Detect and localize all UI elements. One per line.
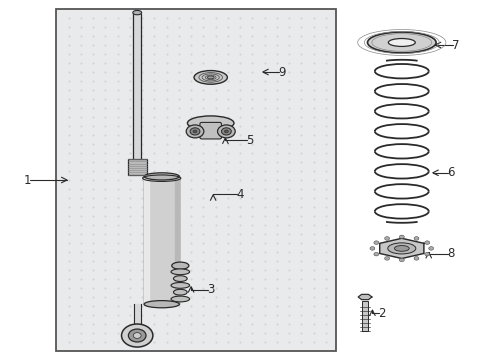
Ellipse shape: [172, 262, 189, 269]
Ellipse shape: [144, 173, 179, 180]
Circle shape: [399, 235, 404, 239]
Circle shape: [224, 130, 228, 133]
Ellipse shape: [173, 276, 187, 282]
Circle shape: [385, 237, 390, 240]
Circle shape: [374, 252, 379, 256]
Ellipse shape: [171, 283, 190, 288]
Text: 1: 1: [23, 174, 31, 186]
Text: 7: 7: [452, 39, 460, 51]
Text: 6: 6: [447, 166, 455, 179]
Ellipse shape: [194, 71, 227, 84]
Ellipse shape: [171, 296, 190, 302]
Circle shape: [414, 257, 419, 260]
Circle shape: [221, 128, 231, 135]
Text: 4: 4: [236, 188, 244, 201]
Ellipse shape: [144, 301, 179, 308]
FancyBboxPatch shape: [200, 122, 221, 139]
Circle shape: [425, 241, 430, 244]
Circle shape: [429, 247, 434, 250]
Text: 5: 5: [246, 134, 254, 147]
Text: 9: 9: [278, 66, 286, 78]
Circle shape: [425, 252, 430, 256]
Circle shape: [122, 324, 153, 347]
Text: 8: 8: [447, 247, 455, 260]
Circle shape: [133, 333, 141, 338]
Circle shape: [374, 241, 379, 244]
Circle shape: [186, 125, 204, 138]
Circle shape: [193, 130, 197, 133]
Ellipse shape: [171, 269, 190, 275]
Circle shape: [128, 329, 146, 342]
Bar: [174, 265, 186, 272]
Circle shape: [218, 125, 235, 138]
Ellipse shape: [394, 246, 409, 251]
Circle shape: [399, 258, 404, 262]
Ellipse shape: [173, 289, 187, 295]
Circle shape: [370, 247, 375, 250]
Text: 3: 3: [207, 283, 215, 296]
Circle shape: [414, 237, 419, 240]
Ellipse shape: [368, 32, 436, 53]
Bar: [144, 176, 179, 304]
Ellipse shape: [388, 39, 415, 46]
Bar: [362, 301, 368, 331]
Text: 2: 2: [378, 307, 386, 320]
Polygon shape: [358, 294, 372, 300]
Circle shape: [190, 128, 200, 135]
Polygon shape: [380, 238, 424, 258]
Bar: [56, 9, 336, 351]
Ellipse shape: [207, 76, 214, 79]
Circle shape: [385, 257, 390, 260]
Bar: [128, 159, 147, 175]
Ellipse shape: [187, 116, 234, 130]
Ellipse shape: [388, 243, 416, 254]
Ellipse shape: [133, 10, 142, 15]
